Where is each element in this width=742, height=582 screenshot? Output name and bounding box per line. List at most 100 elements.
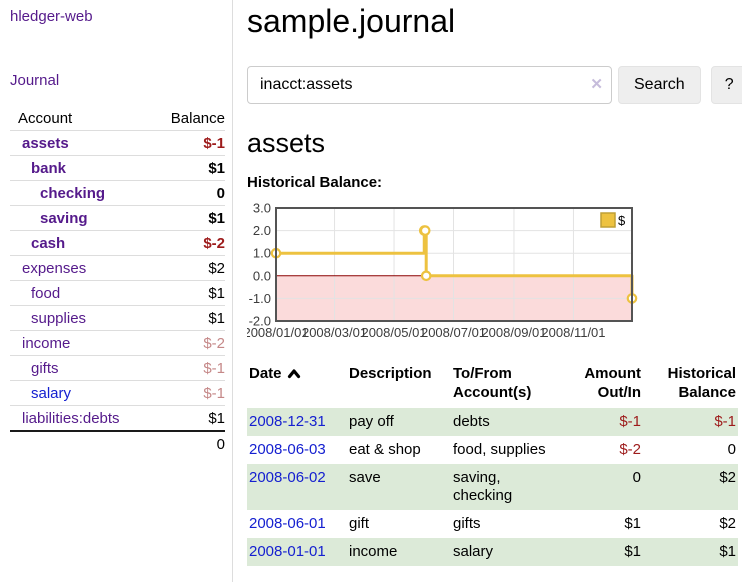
account-name-cell: gifts bbox=[10, 355, 154, 381]
account-link[interactable]: gifts bbox=[31, 360, 59, 377]
historical-balance-chart: 2008/01/012008/03/012008/05/012008/07/01… bbox=[247, 202, 638, 340]
account-name-cell: salary bbox=[10, 380, 154, 406]
account-name-cell: cash bbox=[10, 230, 154, 256]
transaction-date-cell: 2008-06-03 bbox=[247, 436, 347, 464]
transaction-row: 2008-06-02 save saving, checking 0 $2 bbox=[247, 464, 738, 510]
transaction-description: eat & shop bbox=[349, 441, 421, 458]
transaction-accounts: debts bbox=[453, 413, 490, 430]
page-title: sample.journal bbox=[247, 3, 456, 39]
transaction-date-cell: 2008-01-01 bbox=[247, 538, 347, 566]
account-name-cell: liabilities:debts bbox=[10, 405, 154, 431]
app-title-link[interactable]: hledger-web bbox=[10, 8, 93, 25]
transaction-balance: $1 bbox=[719, 543, 736, 560]
legend-swatch-icon bbox=[600, 212, 616, 228]
date-header-label: Date bbox=[249, 365, 282, 382]
account-balance: $1 bbox=[153, 205, 225, 231]
transaction-balance: $-1 bbox=[714, 413, 736, 430]
account-link[interactable]: income bbox=[22, 335, 71, 352]
accounts-total-row: 0 bbox=[10, 430, 225, 456]
account-link[interactable]: assets bbox=[22, 135, 69, 152]
account-row: food $1 bbox=[10, 280, 225, 306]
transactions-header-row: Date Description To/From Account(s) Amou… bbox=[247, 362, 738, 408]
y-tick-label: 3.0 bbox=[253, 202, 271, 216]
transaction-date-link[interactable]: 2008-01-01 bbox=[249, 543, 326, 560]
account-link[interactable]: checking bbox=[40, 185, 106, 202]
search-button[interactable]: Search bbox=[618, 66, 701, 104]
y-tick-label: 0.0 bbox=[253, 268, 271, 283]
transaction-accounts: gifts bbox=[453, 515, 481, 532]
transaction-date-cell: 2008-06-02 bbox=[247, 464, 347, 510]
search-bar: ✕ Search ? bbox=[247, 66, 742, 104]
data-point-marker bbox=[419, 225, 431, 236]
account-name-cell: checking bbox=[10, 180, 154, 206]
account-row: supplies $1 bbox=[10, 305, 225, 331]
account-link[interactable]: bank bbox=[31, 160, 67, 177]
transaction-amount: $1 bbox=[624, 515, 641, 532]
sidebar-item-journal[interactable]: Journal bbox=[10, 72, 60, 89]
transaction-row: 2008-06-03 eat & shop food, supplies $-2 0 bbox=[247, 436, 738, 464]
amount-header-line1: Amount bbox=[584, 365, 641, 382]
account-link[interactable]: cash bbox=[31, 235, 66, 252]
accounts-table: Account Balance assets $-1 bank $1 checking 0… bbox=[10, 106, 225, 456]
transaction-date-link[interactable]: 2008-06-02 bbox=[249, 469, 326, 486]
account-row: expenses $2 bbox=[10, 255, 225, 281]
plot-border bbox=[275, 207, 633, 322]
transaction-description: save bbox=[349, 469, 381, 486]
account-name-cell: food bbox=[10, 280, 154, 306]
account-balance: $2 bbox=[153, 255, 225, 281]
y-tick-label: -1.0 bbox=[249, 291, 271, 306]
account-balance: $1 bbox=[153, 405, 225, 431]
x-tick-label: 2008/07/01 bbox=[421, 325, 486, 340]
account-row: income $-2 bbox=[10, 330, 225, 356]
transaction-amount: 0 bbox=[632, 469, 641, 486]
x-tick-label: 2008/01/01 bbox=[247, 325, 309, 340]
accounts-header-line1: To/From bbox=[453, 365, 512, 382]
transaction-date-link[interactable]: 2008-06-03 bbox=[249, 441, 326, 458]
transaction-description: gift bbox=[349, 515, 370, 532]
transaction-date-link[interactable]: 2008-06-01 bbox=[249, 515, 326, 532]
search-input[interactable] bbox=[247, 66, 612, 104]
account-row: liabilities:debts $1 bbox=[10, 405, 225, 431]
account-balance: $-1 bbox=[153, 355, 225, 381]
account-link[interactable]: saving bbox=[40, 210, 88, 227]
transactions-table: Date Description To/From Account(s) Amou… bbox=[247, 362, 738, 566]
data-point-marker bbox=[420, 270, 432, 282]
account-link[interactable]: salary bbox=[31, 385, 72, 402]
account-row: saving $1 bbox=[10, 205, 225, 231]
column-header-description: Description bbox=[349, 365, 432, 382]
sort-ascending-icon bbox=[287, 369, 300, 379]
historical-header-line1: Historical bbox=[667, 365, 736, 382]
account-link[interactable]: liabilities:debts bbox=[22, 410, 120, 427]
x-tick-label: 2008/09/01 bbox=[481, 325, 546, 340]
help-button[interactable]: ? bbox=[710, 66, 742, 104]
account-name-cell: saving bbox=[10, 205, 154, 231]
transaction-description: pay off bbox=[349, 413, 394, 430]
column-header-amount: Amount Out/In bbox=[563, 362, 643, 408]
y-tick-label: -2.0 bbox=[249, 314, 271, 329]
transaction-date-cell: 2008-12-31 bbox=[247, 408, 347, 436]
account-row: gifts $-1 bbox=[10, 355, 225, 381]
accounts-header-line2: Account(s) bbox=[453, 384, 532, 401]
clear-search-icon[interactable]: ✕ bbox=[590, 76, 603, 93]
transaction-accounts: salary bbox=[453, 543, 494, 560]
transaction-row: 2008-12-31 pay off debts $-1 $-1 bbox=[247, 408, 738, 436]
transaction-amount: $1 bbox=[624, 543, 641, 560]
account-balance: 0 bbox=[153, 180, 225, 206]
accounts-header-row: Account Balance bbox=[10, 106, 225, 131]
account-row: cash $-2 bbox=[10, 230, 225, 256]
transaction-accounts: saving, checking bbox=[453, 469, 513, 504]
account-link[interactable]: supplies bbox=[31, 310, 87, 327]
account-link[interactable]: food bbox=[31, 285, 61, 302]
account-link[interactable]: expenses bbox=[22, 260, 87, 277]
legend-label: $ bbox=[618, 213, 626, 228]
accounts-total-value: 0 bbox=[153, 430, 225, 456]
transaction-accounts: food, supplies bbox=[453, 441, 546, 458]
account-row: assets $-1 bbox=[10, 130, 225, 156]
chart-heading: Historical Balance: bbox=[247, 174, 383, 191]
column-header-date[interactable]: Date bbox=[247, 362, 347, 408]
transaction-balance: $2 bbox=[719, 469, 736, 486]
historical-header-line2: Balance bbox=[678, 384, 736, 401]
account-name-cell: expenses bbox=[10, 255, 154, 281]
transaction-date-link[interactable]: 2008-12-31 bbox=[249, 413, 326, 430]
